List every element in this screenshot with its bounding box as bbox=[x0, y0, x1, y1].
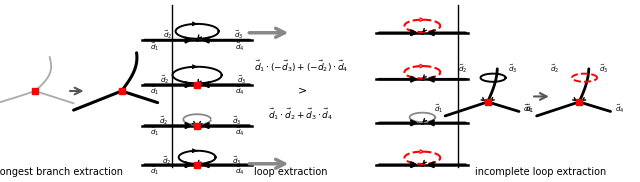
Text: $\vec{d}_1\cdot(-\vec{d}_3)+(-\vec{d}_2)\cdot\vec{d}_4$: $\vec{d}_1\cdot(-\vec{d}_3)+(-\vec{d}_2)… bbox=[253, 59, 348, 74]
Text: $\vec{d}_3$: $\vec{d}_3$ bbox=[508, 62, 517, 75]
Text: $\vec{d}_4$: $\vec{d}_4$ bbox=[615, 103, 624, 115]
Text: $\vec{d}_1$: $\vec{d}_1$ bbox=[150, 125, 159, 138]
Text: $\vec{d}_2$: $\vec{d}_2$ bbox=[458, 62, 468, 75]
Text: $\vec{d}_4$: $\vec{d}_4$ bbox=[524, 103, 532, 115]
Text: $\vec{d}_3$: $\vec{d}_3$ bbox=[232, 114, 242, 127]
Text: $\vec{d}_1$: $\vec{d}_1$ bbox=[434, 103, 443, 115]
Text: $\vec{d}_3$: $\vec{d}_3$ bbox=[237, 73, 246, 86]
Text: $\vec{d}_2$: $\vec{d}_2$ bbox=[550, 62, 559, 75]
Text: $\vec{d}_1\cdot\vec{d}_2+\vec{d}_3\cdot\vec{d}_4$: $\vec{d}_1\cdot\vec{d}_2+\vec{d}_3\cdot\… bbox=[268, 106, 333, 122]
Text: $\vec{d}_3$: $\vec{d}_3$ bbox=[234, 28, 243, 41]
Text: $\vec{d}_4$: $\vec{d}_4$ bbox=[236, 40, 245, 53]
Text: $\vec{d}_2$: $\vec{d}_2$ bbox=[162, 154, 171, 167]
Text: $\vec{d}_1$: $\vec{d}_1$ bbox=[150, 40, 159, 53]
Text: $\vec{d}_3$: $\vec{d}_3$ bbox=[232, 154, 242, 167]
Text: $>$: $>$ bbox=[294, 86, 307, 96]
Text: loop extraction: loop extraction bbox=[255, 167, 328, 177]
Text: $\vec{d}_2$: $\vec{d}_2$ bbox=[159, 114, 168, 127]
Text: incomplete loop extraction: incomplete loop extraction bbox=[475, 167, 607, 177]
Text: $\vec{d}_2$: $\vec{d}_2$ bbox=[160, 73, 170, 86]
Text: $\vec{d}_2$: $\vec{d}_2$ bbox=[163, 28, 173, 41]
Text: $\vec{d}_1$: $\vec{d}_1$ bbox=[150, 165, 159, 177]
Text: $\vec{d}_1$: $\vec{d}_1$ bbox=[150, 84, 159, 97]
Text: $\vec{d}_3$: $\vec{d}_3$ bbox=[599, 62, 609, 75]
Text: $\vec{d}_4$: $\vec{d}_4$ bbox=[236, 84, 245, 97]
Text: longest branch extraction: longest branch extraction bbox=[0, 167, 122, 177]
Text: $\vec{d}_4$: $\vec{d}_4$ bbox=[236, 165, 245, 177]
Text: $\vec{d}_4$: $\vec{d}_4$ bbox=[236, 125, 245, 138]
Text: $\vec{d}_1$: $\vec{d}_1$ bbox=[525, 103, 534, 115]
